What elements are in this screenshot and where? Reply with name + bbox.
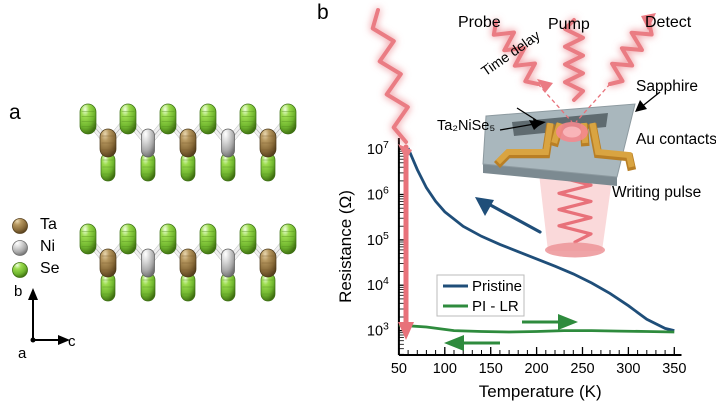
svg-text:105: 105 [367, 230, 389, 249]
svg-text:Resistance (Ω): Resistance (Ω) [336, 190, 355, 303]
svg-text:100: 100 [433, 361, 457, 377]
svg-text:107: 107 [367, 139, 389, 158]
svg-text:Temperature (K): Temperature (K) [479, 382, 602, 401]
svg-text:106: 106 [367, 185, 389, 204]
svg-text:150: 150 [479, 361, 503, 377]
svg-text:250: 250 [570, 361, 594, 377]
svg-text:Pristine: Pristine [472, 278, 522, 295]
svg-text:PI - LR: PI - LR [472, 298, 519, 315]
svg-text:104: 104 [367, 275, 389, 294]
svg-text:50: 50 [391, 361, 407, 377]
svg-text:103: 103 [367, 321, 389, 340]
svg-text:350: 350 [662, 361, 686, 377]
svg-text:300: 300 [616, 361, 640, 377]
svg-text:200: 200 [524, 361, 548, 377]
